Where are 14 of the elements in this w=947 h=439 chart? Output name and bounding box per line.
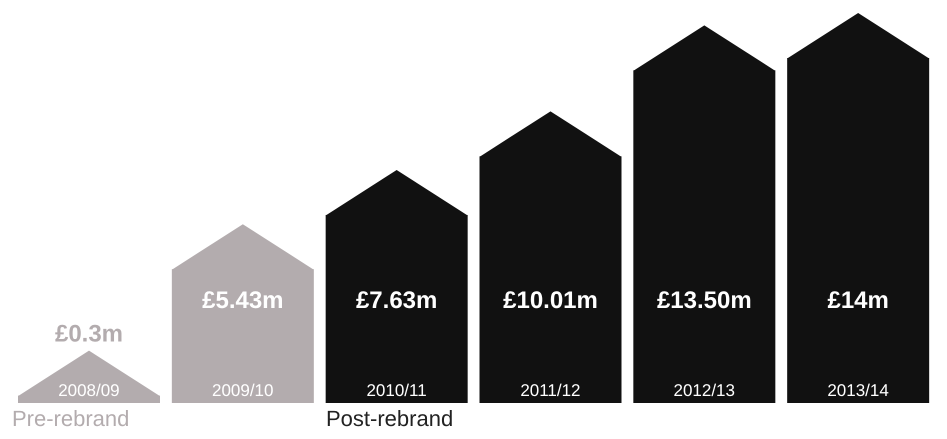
data-label: £7.63m [356, 287, 438, 314]
x-tick-label: 2008/09 [58, 381, 120, 400]
x-tick-label: 2010/11 [366, 381, 427, 400]
data-label: £5.43m [202, 287, 284, 314]
x-tick-label: 2011/12 [520, 381, 581, 400]
x-tick-label: 2009/10 [212, 381, 274, 400]
text: Post-rebrand [326, 406, 454, 432]
data-label: £10.01m [503, 287, 598, 314]
data-label: £0.3m [54, 320, 124, 348]
text: Pre-rebrand [12, 406, 130, 432]
x-tick-label: 2012/13 [674, 381, 735, 400]
data-label: £13.50m [656, 287, 752, 314]
data-label: £14m [827, 287, 889, 314]
x-tick-label: 2013/14 [827, 381, 889, 400]
